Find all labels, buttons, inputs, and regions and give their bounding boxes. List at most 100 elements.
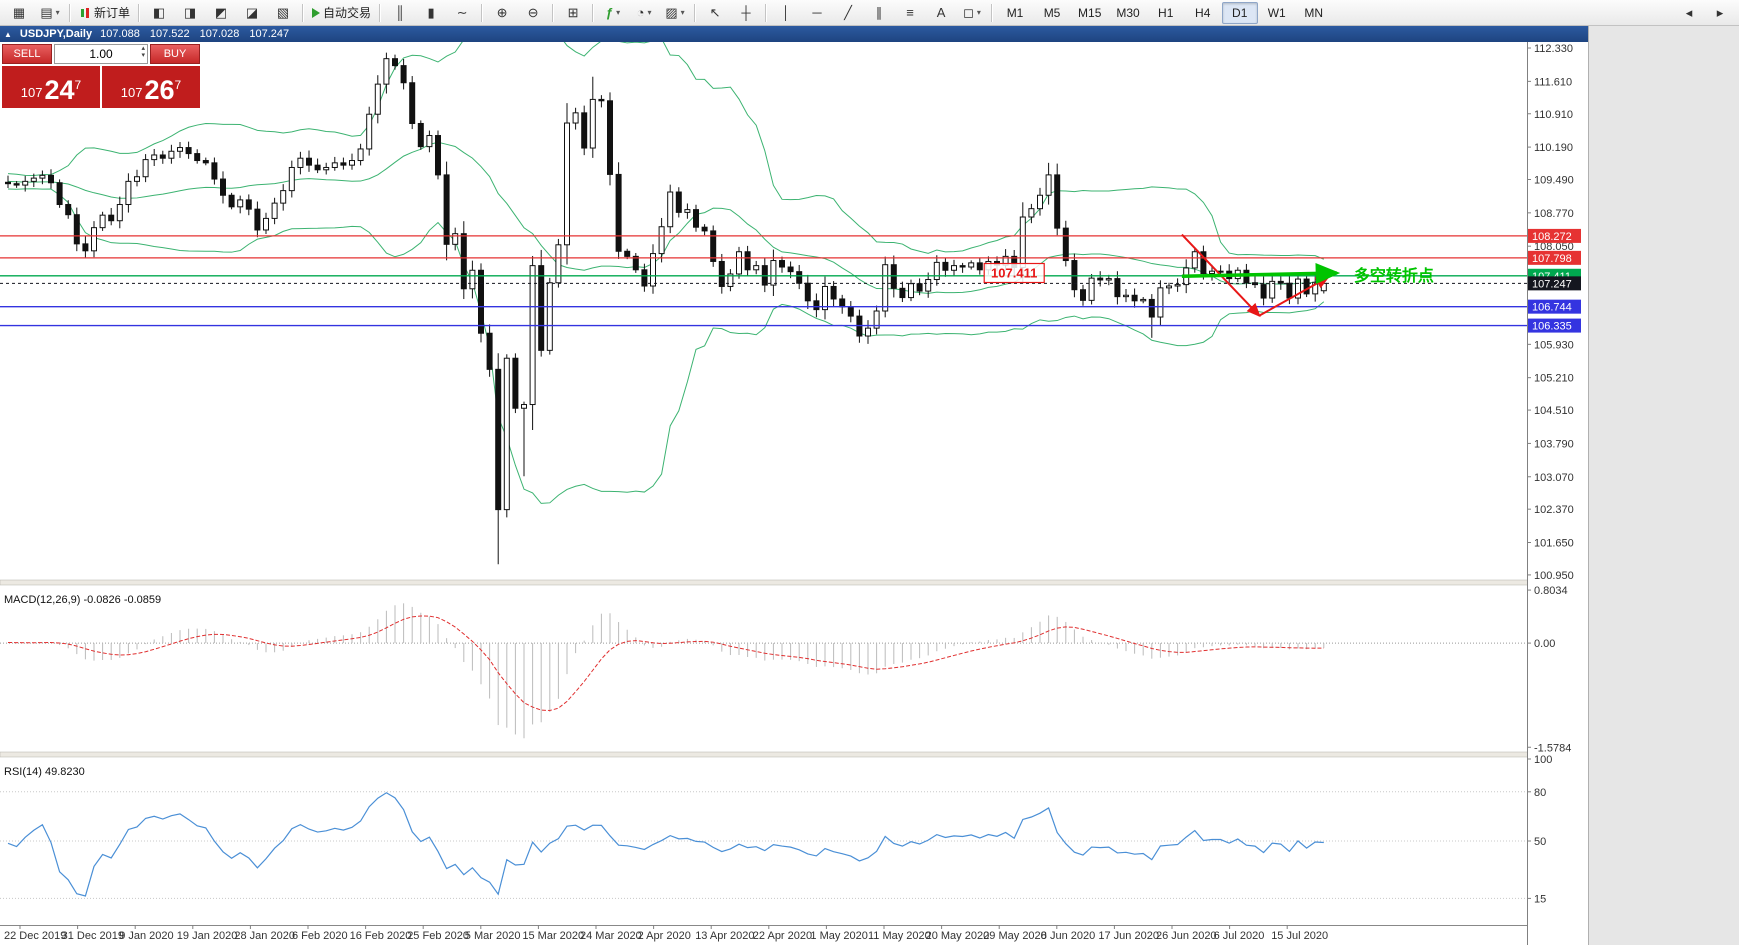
toolbar-overflow-left-button[interactable]: ◂ — [1674, 2, 1704, 24]
svg-text:50: 50 — [1534, 836, 1546, 848]
price-axis[interactable]: 112.330 111.610 110.910 110.190 109.490 108.7… — [1527, 42, 1588, 945]
glyph-icon: ⊖ — [527, 4, 539, 20]
channel-button[interactable]: ∥ — [864, 2, 894, 24]
timeframe-w1-button[interactable]: W1 — [1259, 2, 1295, 24]
button-label: H4 — [1195, 5, 1211, 20]
chart-symbol-period: USDJPY,Daily — [19, 28, 93, 40]
templates-button[interactable]: ▨ ▾ — [660, 2, 690, 24]
buy-button[interactable]: BUY — [150, 44, 200, 64]
toolbar-separator — [765, 3, 768, 22]
chart-bars-button[interactable]: ║ — [385, 2, 415, 24]
svg-text:112.330: 112.330 — [1534, 43, 1573, 55]
glyph-icon: ◔ — [636, 5, 645, 20]
glyph-icon: ◂ — [1685, 4, 1693, 20]
profiles-button[interactable]: ▤ ▾ — [35, 2, 65, 24]
vertical-line-button[interactable]: │ — [771, 2, 801, 24]
sell-button[interactable]: SELL — [2, 44, 52, 64]
toolbar-separator — [694, 3, 697, 22]
strategy-tester-button[interactable]: ▧ — [268, 2, 298, 24]
sell-price-prefix: 107 — [20, 85, 43, 100]
svg-text:29 May 2020: 29 May 2020 — [983, 930, 1047, 942]
glyph-icon: ∥ — [875, 4, 883, 20]
data-window-button[interactable]: ◨ — [175, 2, 205, 24]
glyph-icon: ◧ — [152, 4, 166, 20]
collapse-panel-button[interactable]: ▲ — [4, 29, 12, 39]
svg-text:106.744: 106.744 — [1532, 302, 1572, 314]
svg-text:6 Jul 2020: 6 Jul 2020 — [1214, 930, 1265, 942]
new-order-button[interactable]: 新订单 — [75, 2, 134, 24]
auto-trading-button[interactable]: 自动交易 — [308, 2, 375, 24]
svg-text:-1.5784: -1.5784 — [1534, 742, 1571, 754]
timeframe-m15-button[interactable]: M15 — [1071, 2, 1108, 24]
workspace: ▲ USDJPY,Daily 107.088 107.522 107.028 1… — [0, 26, 1739, 945]
shapes-button[interactable]: ◻ ▾ — [957, 2, 987, 24]
chart-line-button[interactable]: ∼ — [447, 2, 477, 24]
cursor-button[interactable]: ↖ — [700, 2, 730, 24]
toolbar-separator — [552, 3, 555, 22]
glyph-icon: ⊞ — [567, 4, 579, 20]
button-label: M30 — [1116, 5, 1140, 20]
toolbar-separator — [592, 3, 595, 22]
tile-windows-button[interactable]: ⊞ — [558, 2, 588, 24]
price-flag-object[interactable]: 107.411 — [983, 262, 1045, 284]
zoom-in-button[interactable]: ⊕ — [487, 2, 517, 24]
svg-text:16 Feb 2020: 16 Feb 2020 — [350, 930, 412, 942]
bollinger-lower-line — [7, 188, 1325, 504]
one-click-trading-panel: SELL 1.00 ▴ ▾ BUY 107 24 7 107 26 7 — [2, 44, 200, 108]
glyph-icon: ↖ — [709, 4, 721, 20]
svg-text:108.050: 108.050 — [1534, 241, 1574, 253]
buy-price[interactable]: 107 26 7 — [102, 66, 200, 108]
svg-text:15 Jul 2020: 15 Jul 2020 — [1271, 930, 1328, 942]
market-watch-button[interactable]: ◧ — [144, 2, 174, 24]
button-label: MN — [1304, 5, 1324, 20]
glyph-icon: ▸ — [1716, 4, 1724, 20]
timeframe-m1-button[interactable]: M1 — [997, 2, 1033, 24]
sell-price[interactable]: 107 24 7 — [2, 66, 100, 108]
horizontal-line-button[interactable]: ─ — [802, 2, 832, 24]
zoom-out-button[interactable]: ⊖ — [518, 2, 548, 24]
green-trend-arrow-object[interactable] — [1181, 262, 1341, 284]
glyph-icon: ┼ — [741, 5, 751, 20]
crosshair-button[interactable]: ┼ — [731, 2, 761, 24]
bollinger-upper-line — [7, 42, 1324, 260]
current-price-badge: 107.247 — [1528, 276, 1581, 291]
glyph-icon: ◨ — [183, 4, 197, 20]
text-button[interactable]: A — [926, 2, 956, 24]
trendline-button[interactable]: ╱ — [833, 2, 863, 24]
pane-separator[interactable] — [0, 579, 1588, 586]
volume-up-button[interactable]: ▴ — [141, 45, 145, 52]
glyph-icon: ◻ — [963, 4, 974, 20]
navigator-button[interactable]: ◩ — [206, 2, 236, 24]
annotation-text-object[interactable]: 多空转折点 — [1354, 266, 1434, 285]
volume-down-button[interactable]: ▾ — [141, 52, 145, 59]
svg-text:31 Dec 2019: 31 Dec 2019 — [62, 930, 124, 942]
timeframe-d1-button[interactable]: D1 — [1221, 1, 1258, 24]
caret-icon: ▾ — [976, 8, 981, 17]
button-label: W1 — [1267, 5, 1286, 20]
glyph-icon: ▦ — [12, 4, 26, 20]
chart-canvas[interactable]: 112.330 111.610 110.910 110.190 109.490 108.7… — [0, 42, 1588, 945]
svg-text:105.210: 105.210 — [1534, 373, 1574, 385]
rsi-indicator-label: RSI(14) 49.8230 — [4, 766, 85, 778]
chart-candles-button[interactable]: ▮ — [416, 2, 446, 24]
timeframe-h4-button[interactable]: H4 — [1185, 2, 1221, 24]
timeframe-m30-button[interactable]: M30 — [1109, 2, 1146, 24]
new-chart-button[interactable]: ▦ — [4, 2, 34, 24]
glyph-icon: A — [936, 5, 946, 20]
svg-text:8 Jun 2020: 8 Jun 2020 — [1041, 930, 1095, 942]
timeframe-m5-button[interactable]: M5 — [1034, 2, 1070, 24]
toolbar-overflow-right-button[interactable]: ▸ — [1705, 2, 1735, 24]
quote-open: 107.088 — [100, 28, 140, 40]
volume-input[interactable]: 1.00 ▴ ▾ — [54, 44, 148, 64]
fibonacci-button[interactable]: ≡ — [895, 2, 925, 24]
toolbar: ▦ ▤ ▾ 新订单 ◧ ◨ ◩ ◪ ▧ 自动交易 ║ ▮ ∼ ⊕ ⊖ ⊞ ƒ ▾ ◔ ▾ ▨ ▾ ↖ ┼ │ ─ ╱ ∥ ≡ A ◻ ▾ M1 M… — [0, 0, 1739, 26]
indicators-button[interactable]: ƒ ▾ — [598, 2, 628, 24]
terminal-button[interactable]: ◪ — [237, 2, 267, 24]
pane-separator[interactable] — [0, 751, 1588, 758]
periods-button[interactable]: ◔ ▾ — [629, 2, 659, 24]
timeframe-h1-button[interactable]: H1 — [1148, 2, 1184, 24]
rsi-line — [7, 792, 1324, 897]
button-label: H1 — [1158, 5, 1174, 20]
timeframe-mn-button[interactable]: MN — [1296, 2, 1332, 24]
